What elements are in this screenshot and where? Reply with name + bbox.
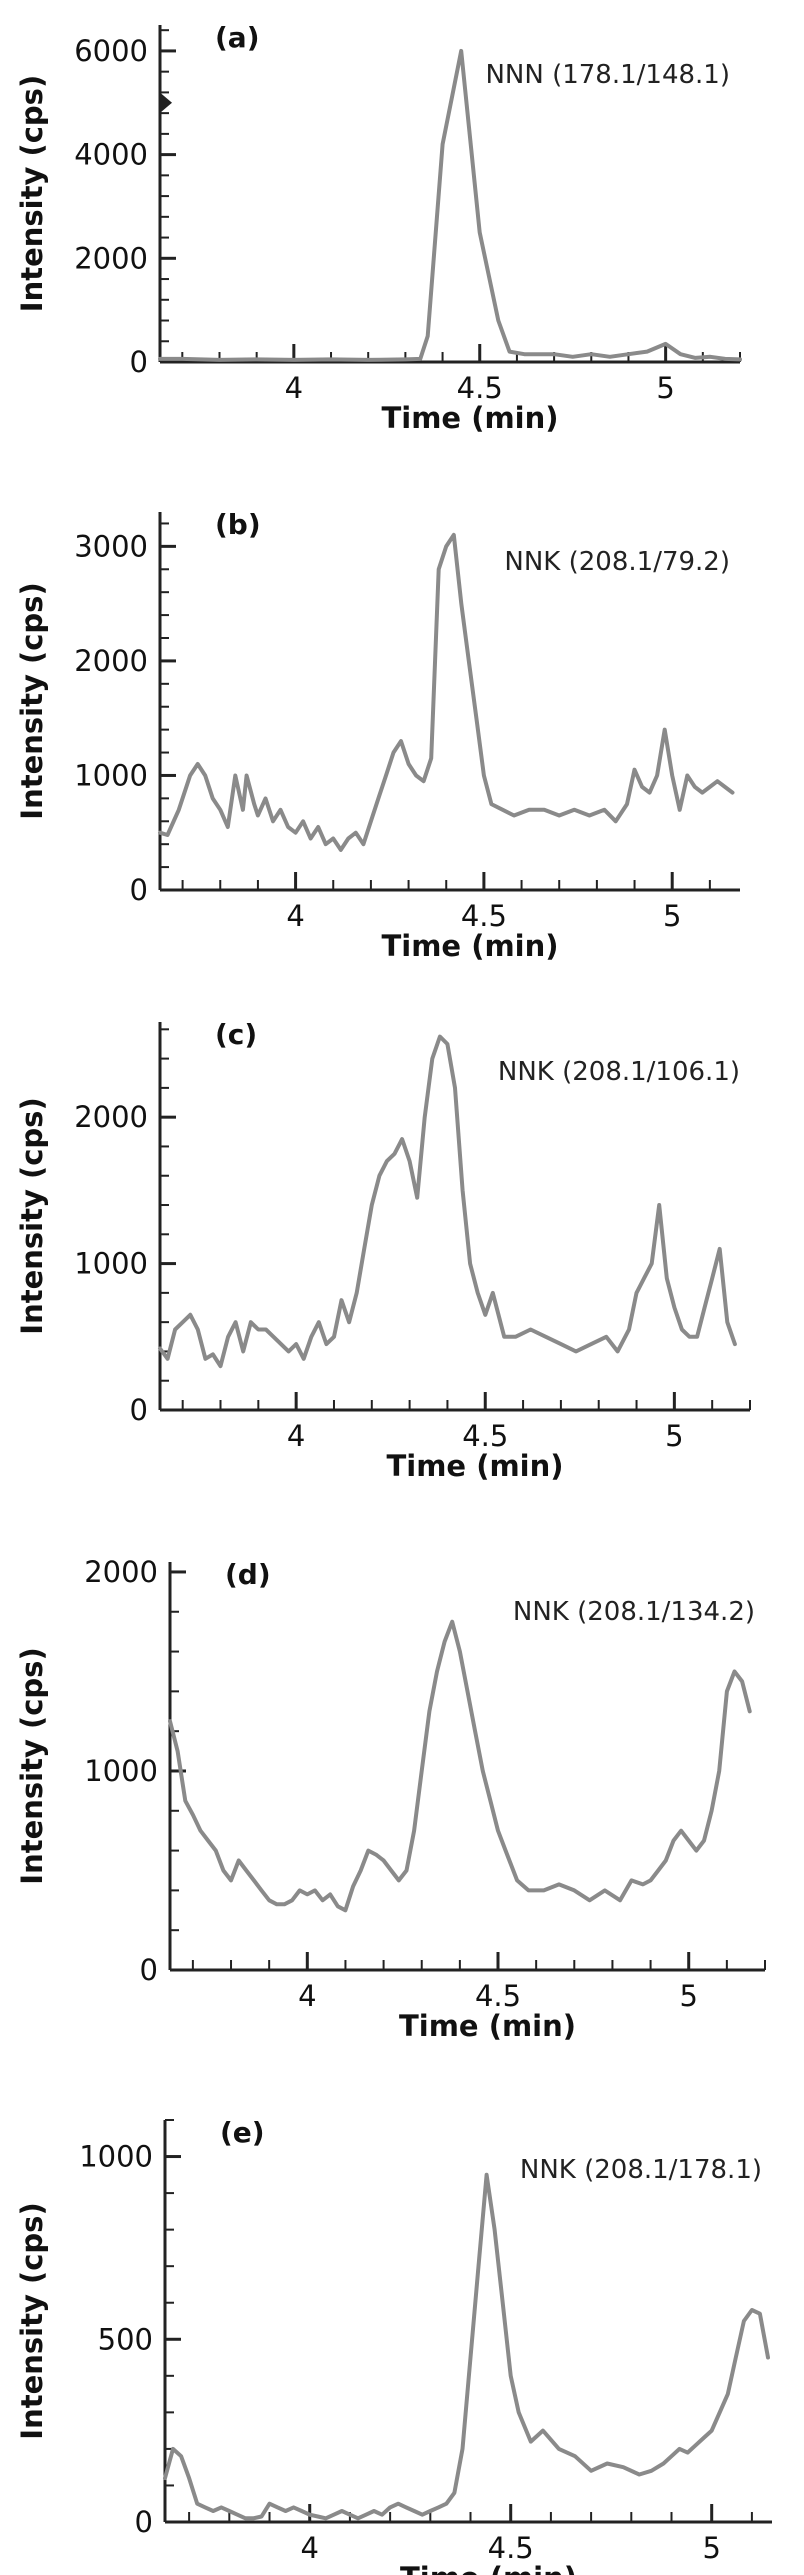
x-tick-label: 4 [298, 1979, 316, 2013]
chart-panel-d: 4 4.5 5 0 1000 2000 Time (min) Intensity (cps) (… [15, 1555, 766, 2043]
y-tick-label: 0 [135, 2505, 153, 2539]
triangle-marker-icon [159, 91, 172, 114]
y-tick-label: 0 [130, 1393, 148, 1427]
x-tick-label: 4.5 [461, 899, 507, 933]
y-tick-label: 0 [130, 345, 148, 379]
x-tick-label: 5 [663, 899, 681, 933]
y-tick-label: 2000 [74, 241, 148, 275]
panel-label: (d) [225, 1558, 271, 1591]
x-tick-label: 5 [702, 2531, 720, 2565]
chart-panel-e: 4 4.5 5 0 500 1000 Time (min) Intensity (cps) (e… [15, 2116, 772, 2575]
chart-panel-a: 4 4.5 5 0 2000 4000 6000 Time (min) Intensity (c… [15, 21, 742, 435]
panel-label: (b) [215, 508, 261, 541]
transition-label: NNN (178.1/148.1) [485, 60, 730, 90]
y-axis-label: Intensity (cps) [15, 582, 49, 819]
x-axis-label: Time (min) [399, 2009, 576, 2043]
y-tick-label: 0 [140, 1953, 158, 1987]
x-tick-label: 4.5 [457, 371, 503, 405]
y-tick-label: 3000 [74, 529, 148, 563]
y-tick-label: 0 [130, 873, 148, 907]
chromatogram-trace [168, 1619, 752, 1913]
y-tick-label: 4000 [74, 138, 148, 172]
y-tick-label: 1000 [74, 1247, 148, 1281]
chromatogram-trace [158, 532, 735, 852]
y-axis-label: Intensity (cps) [15, 75, 49, 312]
panel-label: (c) [215, 1018, 257, 1051]
panel-label: (e) [220, 2116, 265, 2149]
x-tick-label: 5 [656, 371, 674, 405]
y-tick-label: 6000 [74, 34, 148, 68]
x-tick-label: 5 [665, 1419, 683, 1453]
y-tick-label: 1000 [79, 2140, 153, 2174]
x-tick-label: 4.5 [475, 1979, 521, 2013]
y-tick-label: 2000 [74, 644, 148, 678]
transition-label: NNK (208.1/178.1) [520, 2155, 762, 2185]
y-axis-label: Intensity (cps) [15, 2202, 49, 2439]
chromatogram-trace [158, 1034, 737, 1369]
x-tick-label: 4 [286, 899, 304, 933]
x-tick-label: 4 [285, 371, 303, 405]
x-axis-label: Time (min) [400, 2561, 577, 2575]
panel-label: (a) [215, 21, 260, 54]
x-tick-label: 5 [679, 1979, 697, 2013]
x-axis-label: Time (min) [386, 1449, 563, 1483]
y-tick-label: 2000 [84, 1555, 158, 1589]
chromatogram-trace [158, 48, 742, 362]
y-tick-label: 1000 [84, 1754, 158, 1788]
transition-label: NNK (208.1/106.1) [498, 1057, 740, 1087]
chromatogram-trace [163, 2172, 770, 2521]
transition-label: NNK (208.1/134.2) [513, 1597, 755, 1627]
y-tick-label: 2000 [74, 1100, 148, 1134]
y-tick-label: 500 [98, 2322, 153, 2356]
chart-panel-b: 4 4.5 5 0 1000 2000 3000 Time (min) Intensity (c… [15, 508, 740, 963]
x-axis-label: Time (min) [381, 929, 558, 963]
x-tick-label: 4 [287, 1419, 305, 1453]
x-tick-label: 4.5 [462, 1419, 508, 1453]
x-tick-label: 4.5 [488, 2531, 534, 2565]
x-axis-label: Time (min) [381, 401, 558, 435]
chart-panel-c: 4 4.5 5 0 1000 2000 Time (min) Intensity (cps) (… [15, 1018, 751, 1483]
y-axis-label: Intensity (cps) [15, 1097, 49, 1334]
x-tick-label: 4 [300, 2531, 318, 2565]
y-tick-label: 1000 [74, 758, 148, 792]
y-axis-label: Intensity (cps) [15, 1647, 49, 1884]
transition-label: NNK (208.1/79.2) [504, 547, 730, 577]
